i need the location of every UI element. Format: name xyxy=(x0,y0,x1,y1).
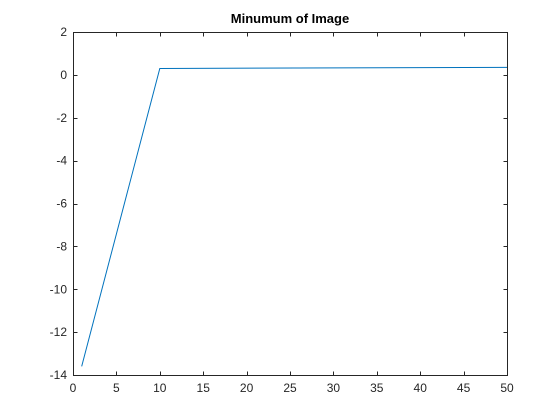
chart-title: Minumum of Image xyxy=(231,11,349,26)
x-tick-label: 30 xyxy=(327,381,341,395)
y-tick-label: -4 xyxy=(56,154,67,168)
y-tick-label: -2 xyxy=(56,111,67,125)
x-tick-label: 5 xyxy=(113,381,120,395)
x-tick-label: 20 xyxy=(240,381,254,395)
x-tick-label: 15 xyxy=(197,381,211,395)
y-tick-label: -12 xyxy=(50,325,68,339)
x-tick-label: 45 xyxy=(457,381,471,395)
y-tick-label: -8 xyxy=(56,239,67,253)
plot-area xyxy=(73,32,507,375)
series-layer xyxy=(81,66,508,367)
x-tick-label: 25 xyxy=(283,381,297,395)
y-tick-label: -6 xyxy=(56,197,67,211)
y-tick-label: 2 xyxy=(60,25,67,39)
x-tick-label: 35 xyxy=(370,381,384,395)
x-tick-label: 40 xyxy=(414,381,428,395)
y-tick-labels: 2 0 -2 -4 -6 -8 -10 -12 -14 xyxy=(50,25,68,382)
y-tick-label: -10 xyxy=(50,282,68,296)
series-line xyxy=(81,66,508,367)
x-tick-label: 0 xyxy=(70,381,77,395)
y-tick-label: -14 xyxy=(50,368,68,382)
x-tick-label: 10 xyxy=(153,381,167,395)
x-tick-label: 50 xyxy=(500,381,514,395)
axes-box xyxy=(73,32,508,376)
x-tick-labels: 0 5 10 15 20 25 30 35 40 45 50 xyxy=(70,381,514,395)
y-tick-label: 0 xyxy=(60,68,67,82)
